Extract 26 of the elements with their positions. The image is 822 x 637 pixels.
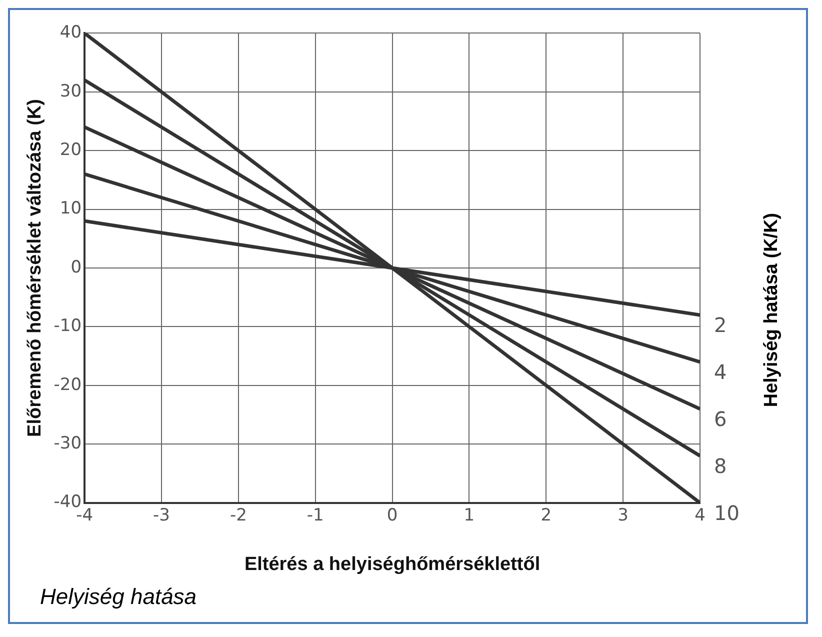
y-tick-label: -10 [54,316,82,336]
y-tick-label: 40 [60,22,82,43]
y-tick-label: -40 [54,492,82,512]
x-tick-label: 1 [464,505,475,526]
series-label: 6 [714,407,727,432]
x-tick-label: -2 [230,505,247,526]
y-tick-label: -20 [54,374,82,395]
y-tick-label: 0 [70,257,82,278]
x-tick-label: 0 [386,505,398,526]
x-tick-label: 3 [618,505,628,526]
x-tick-label: 4 [694,505,706,526]
text: Helyiség hatása [40,584,197,610]
series-label: 2 [714,313,727,338]
y2-axis-title: Helyiség hatása (K/K) [761,212,783,408]
x-tick-label: -1 [306,505,324,526]
x-tick-label: 2 [540,505,552,526]
series-label: 4 [714,360,727,384]
x-axis-title: Eltérés a helyiséghőmérséklettől [244,554,540,575]
y-tick-label: -30 [54,434,82,454]
y-tick-label: 10 [60,198,82,219]
y-tick-label: 30 [60,81,82,102]
y-tick-label: 20 [60,140,82,160]
x-tick-label: -3 [153,505,170,526]
y-axis-title: Előremenő hőmérséklet változása (K) [24,99,46,437]
series-label: 10 [714,501,740,526]
series-label: 8 [714,454,727,478]
